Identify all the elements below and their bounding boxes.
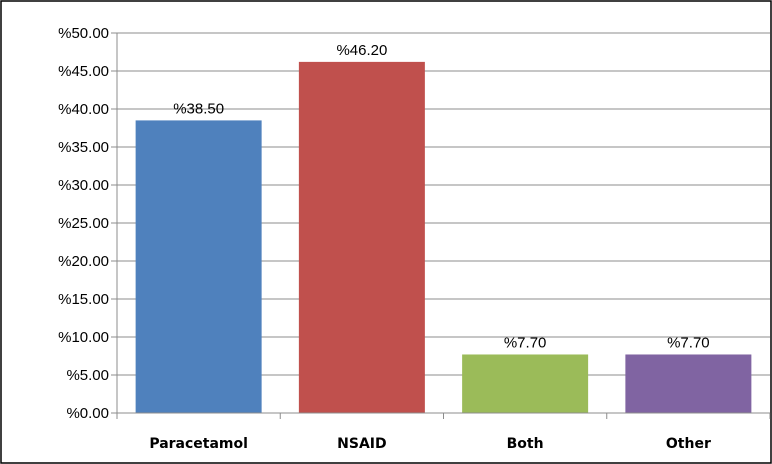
axes (111, 32, 771, 419)
bar-paracetamol (135, 120, 262, 414)
data-label: %38.50 (173, 100, 224, 117)
y-tick-label: %20.00 (58, 253, 109, 270)
bar-both (462, 354, 589, 413)
y-tick-label: %40.00 (58, 101, 109, 118)
bar-nsaid (298, 61, 425, 413)
bars (135, 61, 752, 414)
x-tick-label: NSAID (337, 436, 386, 452)
y-tick-label: %30.00 (58, 177, 109, 194)
y-tick-label: %10.00 (58, 329, 109, 346)
x-tick-label: Paracetamol (149, 436, 248, 452)
x-tick-label: Other (666, 436, 711, 452)
data-label: %7.70 (504, 334, 547, 351)
y-tick-label: %35.00 (58, 139, 109, 156)
labels: %0.00 %5.00 %10.00 %15.00 %20.00 %25.00 %30.00… (58, 25, 711, 452)
y-tick-label: %5.00 (66, 367, 109, 384)
x-tick-label: Both (507, 436, 544, 452)
data-label: %7.70 (667, 334, 710, 351)
y-tick-label: %45.00 (58, 63, 109, 80)
data-label: %46.20 (336, 42, 387, 59)
y-tick-label: %0.00 (66, 405, 109, 422)
bar-other (625, 354, 752, 413)
y-tick-label: %50.00 (58, 25, 109, 42)
y-tick-label: %25.00 (58, 215, 109, 232)
y-tick-label: %15.00 (58, 291, 109, 308)
